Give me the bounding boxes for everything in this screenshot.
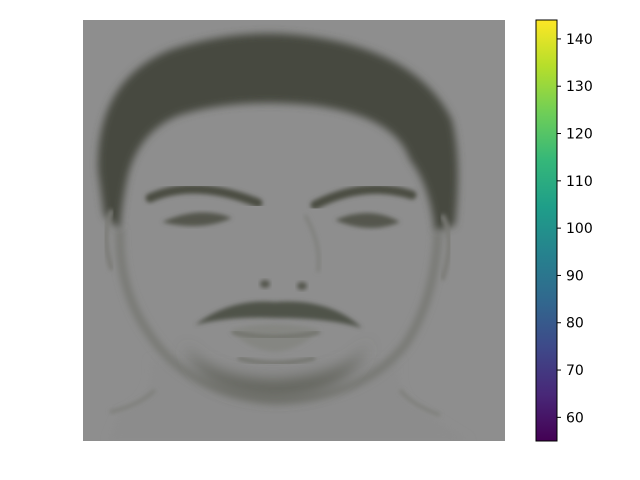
heatmap-image <box>83 20 505 441</box>
colorbar-tick-label: 120 <box>566 127 593 143</box>
nostril-left <box>260 280 270 288</box>
eyebrow-right <box>310 184 417 210</box>
colorbar-tick-label: 110 <box>566 174 593 190</box>
shoulder-outline-right <box>398 389 441 417</box>
beard-region <box>185 340 370 398</box>
colorbar: 60 70 80 90 100 110 120 130 140 <box>535 19 593 442</box>
nose-bridge <box>303 214 321 273</box>
chin-line <box>237 356 316 365</box>
face-contour <box>116 229 441 404</box>
colorbar-frame <box>535 19 558 442</box>
moustache <box>195 301 362 328</box>
eye-right <box>335 212 400 229</box>
ear-left <box>103 208 115 271</box>
colorbar-tick-label: 100 <box>566 221 593 237</box>
colorbar-tick-label: 130 <box>566 79 593 95</box>
eye-left <box>162 212 232 227</box>
colorbar-tick-label: 60 <box>566 410 584 426</box>
shoulder-outline-left <box>109 388 157 414</box>
colorbar-tick-label: 140 <box>566 32 593 48</box>
nostril-right <box>297 282 307 290</box>
colorbar-tick-label: 70 <box>566 363 584 379</box>
colorbar-tick-label: 90 <box>566 268 584 284</box>
colorbar-tick-label: 80 <box>566 316 584 332</box>
eyebrow-left <box>145 184 263 208</box>
lip-line <box>231 330 321 339</box>
colorbar-ticks: 60 70 80 90 100 110 120 130 140 <box>557 32 593 426</box>
ear-right <box>439 213 452 281</box>
colorbar-gradient <box>536 20 557 441</box>
hair-region <box>97 33 458 233</box>
